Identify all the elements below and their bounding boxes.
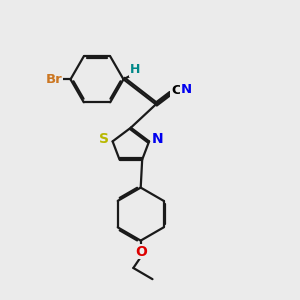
Text: O: O [135, 245, 147, 259]
Text: C: C [171, 84, 181, 97]
Text: N: N [152, 132, 163, 146]
Text: N: N [180, 83, 191, 96]
Text: H: H [130, 63, 140, 76]
Text: S: S [99, 132, 110, 146]
Text: Br: Br [46, 73, 63, 86]
